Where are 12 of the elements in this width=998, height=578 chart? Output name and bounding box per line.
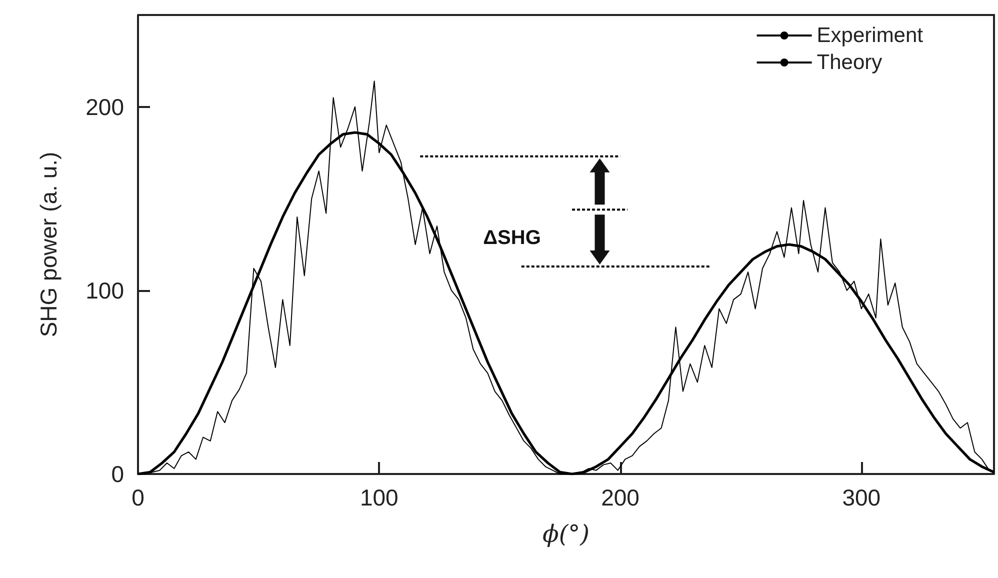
legend-label: Theory — [816, 51, 883, 74]
annotation: ΔSHG — [483, 227, 541, 250]
y-axis-title: SHG power (a. u.) — [36, 152, 62, 338]
x-axis-title: ϕ(°) — [542, 520, 590, 548]
legend-label: Experiment — [816, 24, 924, 47]
x-tick-label: 200 — [601, 484, 640, 510]
y-tick-label: 100 — [86, 277, 124, 304]
y-tick-label: 0 — [111, 461, 124, 487]
x-tick-label: 300 — [842, 484, 881, 510]
x-tick-label: 0 — [132, 484, 144, 510]
y-tick-label: 200 — [86, 94, 124, 120]
x-tick-label: 100 — [360, 484, 398, 510]
